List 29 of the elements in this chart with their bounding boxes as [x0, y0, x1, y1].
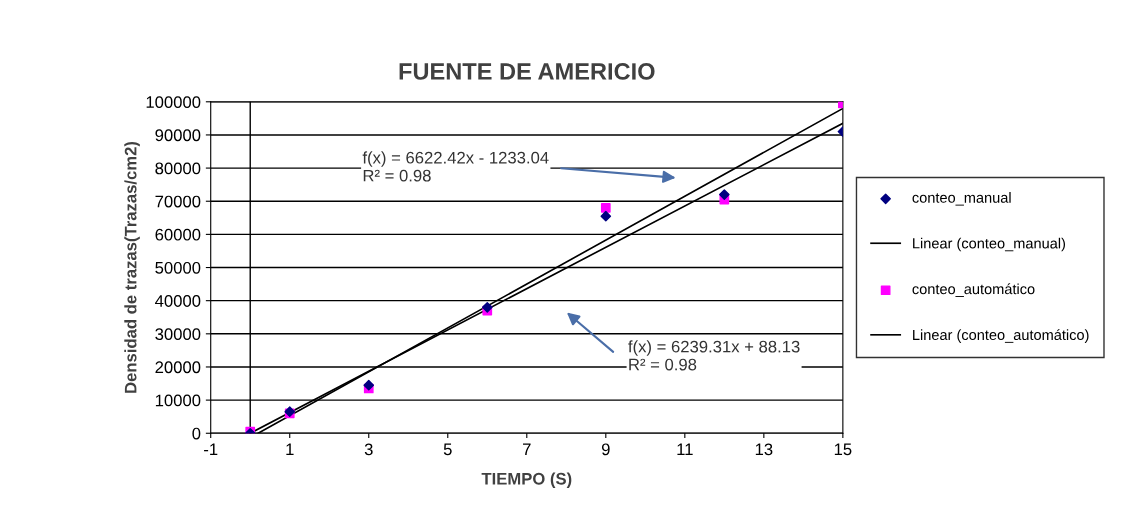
- x-tick-label: 5: [443, 443, 452, 456]
- y-tick-label: 30000: [155, 328, 201, 341]
- y-axis-title: Densidad de trazas(Trazas/cm2): [124, 141, 140, 393]
- annotation: f(x) = 6239.31x + 88.13 R² = 0.98: [628, 340, 800, 371]
- legend-label: Linear (conteo_manual): [913, 237, 1066, 252]
- y-tick-label: 100000: [146, 96, 201, 108]
- x-tick-label: -1: [204, 443, 218, 456]
- x-tick-label: 3: [364, 443, 373, 456]
- y-tick-label: 80000: [155, 162, 201, 175]
- legend-label: conteo_automático: [912, 283, 1035, 297]
- y-tick-label: 20000: [155, 361, 201, 374]
- legend-label: Linear (conteo_automático): [913, 329, 1089, 343]
- x-tick-label: 9: [601, 443, 610, 456]
- x-tick-label: 1: [286, 443, 294, 456]
- chart-title: FUENTE DE AMERICIO: [399, 63, 655, 80]
- y-tick-label: 60000: [155, 228, 201, 241]
- y-tick-label: 70000: [155, 195, 201, 208]
- x-tick-label: 15: [834, 443, 852, 456]
- x-tick-label: 13: [755, 443, 773, 456]
- y-tick-label: 40000: [155, 295, 201, 307]
- y-tick-label: 10000: [155, 394, 201, 407]
- y-tick-label: 0: [192, 427, 201, 440]
- x-tick-label: 7: [523, 443, 531, 456]
- annotation: f(x) = 6622.42x - 1233.04 R² = 0.98: [362, 151, 549, 182]
- y-tick-label: 50000: [155, 261, 201, 274]
- legend-label: conteo_manual: [912, 192, 1011, 206]
- y-tick-label: 90000: [155, 129, 201, 142]
- x-axis-title: TIEMPO (S): [481, 472, 572, 488]
- x-tick-label: 11: [677, 443, 693, 456]
